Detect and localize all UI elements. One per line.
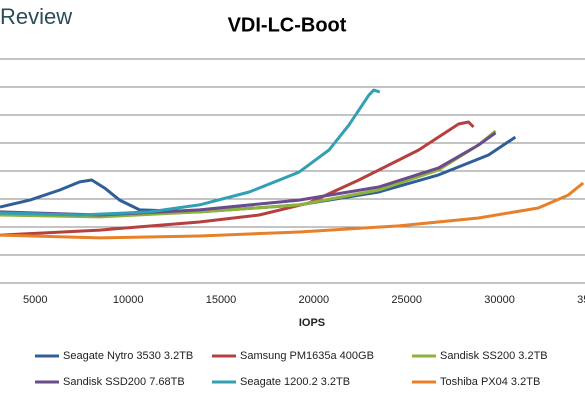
chart-title: VDI-LC-Boot bbox=[228, 14, 347, 36]
x-tick-label: 15000 bbox=[206, 294, 237, 306]
series-line bbox=[0, 181, 585, 240]
series-line bbox=[0, 131, 497, 217]
x-tick-label: 10000 bbox=[113, 294, 144, 306]
x-tick-label: 5000 bbox=[23, 294, 47, 306]
legend-label: Samsung PM1635a 400GB bbox=[240, 350, 374, 362]
series-line bbox=[0, 88, 381, 217]
x-tick-label: 25000 bbox=[391, 294, 422, 306]
series-line bbox=[0, 120, 475, 237]
series-line bbox=[0, 135, 517, 214]
x-tick-label: 35000 bbox=[577, 294, 585, 306]
x-tick-label: 20000 bbox=[299, 294, 330, 306]
legend-label: Seagate 1200.2 3.2TB bbox=[240, 376, 350, 388]
x-axis-label: IOPS bbox=[299, 317, 325, 329]
legend-label: Seagate Nytro 3530 3.2TB bbox=[63, 350, 193, 362]
legend-label: Toshiba PX04 3.2TB bbox=[440, 376, 540, 388]
legend-label: Sandisk SSD200 7.68TB bbox=[63, 376, 185, 388]
brand: Review bbox=[0, 4, 72, 29]
legend-label: Sandisk SS200 3.2TB bbox=[440, 350, 548, 362]
x-tick-label: 30000 bbox=[484, 294, 515, 306]
